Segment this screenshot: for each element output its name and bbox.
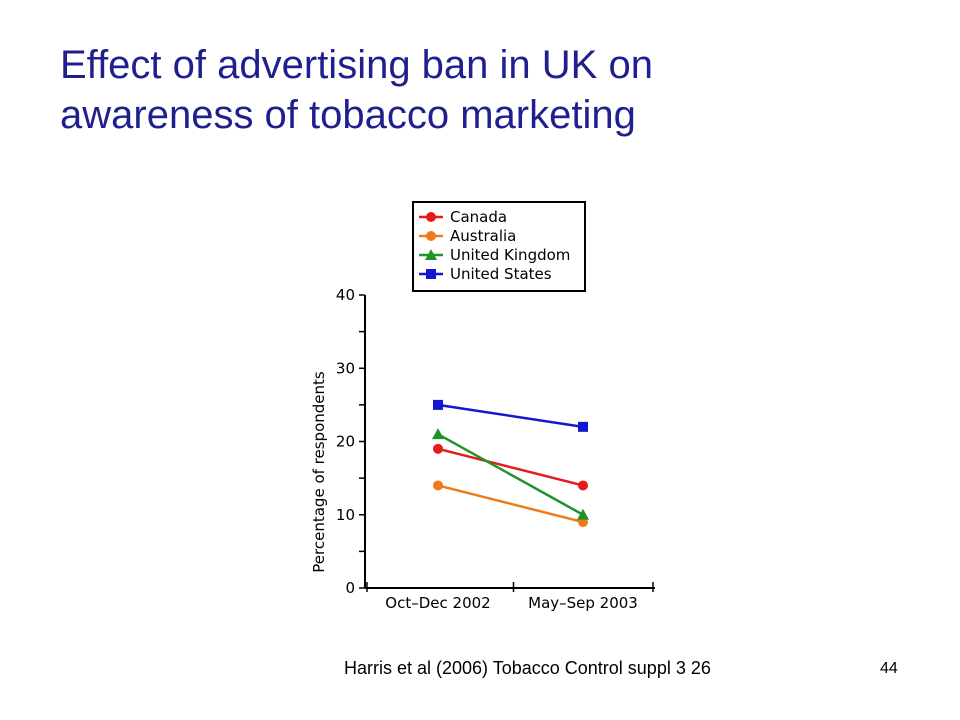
x-tick-label: May–Sep 2003 [528,594,638,612]
line-chart: Canada Australia United Kingdom United Stat… [300,190,680,620]
chart-series [432,399,589,528]
y-axis-label: Percentage of respondents [310,371,328,573]
citation: Harris et al (2006) Tobacco Control supp… [344,658,711,678]
series-line-australia [437,484,584,524]
legend-label-canada: Canada [450,208,507,226]
x-tick-label: Oct–Dec 2002 [385,594,490,612]
legend-label-australia: Australia [450,227,516,245]
legend-marker-australia [426,231,436,241]
series-line-united-states [437,403,584,429]
data-point-united-kingdom [432,428,444,440]
y-tick-label: 20 [336,433,355,451]
legend-label-united-kingdom: United Kingdom [450,246,570,264]
y-tick-label: 40 [336,286,355,304]
data-point-canada [433,443,443,454]
data-point-united-states [578,421,588,432]
y-tick-label: 0 [345,579,355,597]
slide-title-line-1: Effect of advertising ban in UK on [60,43,653,87]
slide-title: Effect of advertising ban in UK on aware… [60,40,860,140]
data-point-australia [433,480,443,491]
chart-axes: 0 10 20 30 40 Oct–Dec 2002 May–Sep 2003 [336,286,655,612]
page-number: 44 [880,660,898,677]
data-point-united-kingdom [577,508,589,520]
y-tick-label: 30 [336,359,355,377]
slide-title-line-2: awareness of tobacco marketing [60,93,636,137]
data-point-united-states [433,399,443,410]
series-line-canada [437,447,584,487]
legend-marker-canada [426,212,436,222]
series-line-united-kingdom [437,433,584,516]
y-tick-label: 10 [336,506,355,524]
legend-label-united-states: United States [450,265,552,283]
legend-marker-united-kingdom [425,249,437,260]
data-point-canada [578,480,588,491]
legend-marker-united-states [426,269,436,279]
